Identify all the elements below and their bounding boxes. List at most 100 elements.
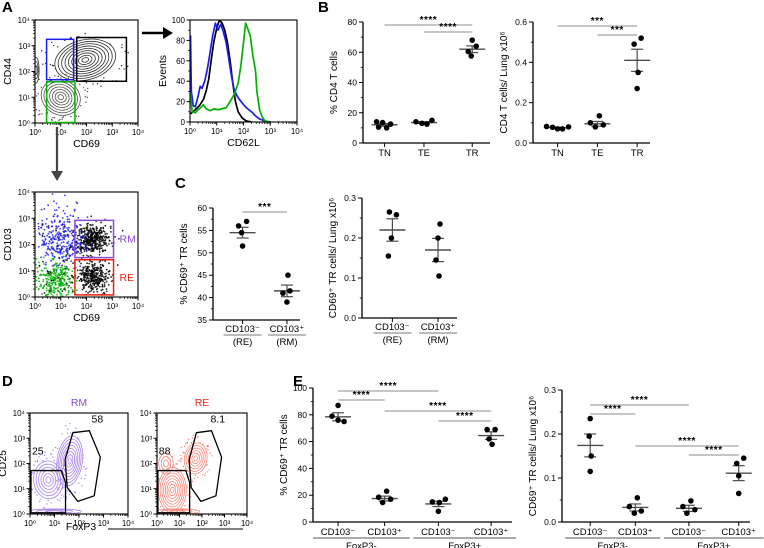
y-axis-label: CD44 <box>2 58 14 85</box>
flow-dot <box>75 240 78 243</box>
flow-dot <box>72 252 74 255</box>
flow-dot <box>76 226 78 229</box>
category-sublabel: (RM) <box>276 337 297 348</box>
flow-dot <box>117 237 120 240</box>
flow-dot <box>70 242 73 245</box>
rm-gate-label: RM <box>120 233 136 245</box>
flow-dot <box>87 238 90 241</box>
svg-text:40: 40 <box>176 77 185 86</box>
flow-dot <box>102 278 104 281</box>
flow-dot <box>91 287 94 290</box>
data-point <box>285 272 291 278</box>
significance-stars: **** <box>429 401 447 412</box>
flow-dot <box>72 246 75 249</box>
flow-dot <box>38 109 41 112</box>
flow-dot <box>105 290 108 293</box>
data-point <box>484 426 490 433</box>
plot-data-area <box>190 20 271 122</box>
flow-dot <box>62 250 65 253</box>
flow-dot <box>87 255 90 258</box>
svg-text:0.2: 0.2 <box>515 98 527 108</box>
flow-dot <box>66 242 69 245</box>
flow-dot <box>62 277 64 280</box>
flow-dot <box>84 474 87 476</box>
svg-text:10²: 10² <box>73 519 85 528</box>
flow-dot <box>80 269 83 272</box>
flow-dot <box>79 223 81 226</box>
flow-dot <box>61 252 64 255</box>
flow-dot <box>75 427 77 430</box>
data-point <box>626 503 633 510</box>
flow-dot <box>53 276 56 279</box>
flow-dot <box>67 236 70 238</box>
data-point <box>565 124 572 130</box>
flow-dot <box>80 262 82 265</box>
flow-dot <box>62 245 65 248</box>
data-point <box>379 499 386 506</box>
flow-dot <box>55 229 57 232</box>
flow-dot <box>63 288 65 291</box>
data-point <box>433 257 439 263</box>
flow-dot <box>41 239 44 242</box>
flow-dot <box>76 437 78 440</box>
flow-dot <box>92 274 95 276</box>
flow-dot <box>52 230 54 232</box>
svg-text:10⁰: 10⁰ <box>18 293 30 302</box>
flow-dot <box>53 44 55 47</box>
flow-dot <box>94 238 97 240</box>
flow-dot <box>176 463 178 465</box>
flow-dot <box>50 273 53 276</box>
flow-dot <box>86 96 89 99</box>
flow-dot <box>53 249 56 252</box>
data-point <box>429 117 435 124</box>
flow-dot <box>206 471 209 473</box>
flow-dot <box>45 218 48 220</box>
flow-dot <box>38 232 41 235</box>
flow-dot <box>105 268 108 271</box>
contour-ring <box>193 455 199 462</box>
contour-ring <box>57 94 64 101</box>
data-point <box>419 120 425 127</box>
flow-dot <box>82 87 85 89</box>
x-axis-label: CD69 <box>73 312 100 324</box>
data-point <box>469 37 476 43</box>
data-point <box>543 123 550 130</box>
flow-dot <box>92 287 95 289</box>
flow-dot <box>75 289 78 292</box>
flow-dot <box>184 505 186 507</box>
flow-dot <box>90 238 92 240</box>
flow-dot <box>88 268 91 271</box>
flow-dot <box>67 428 69 430</box>
flow-dot <box>62 241 65 243</box>
flow-dot <box>45 283 48 286</box>
contour-ring <box>43 473 54 487</box>
flow-dot <box>50 242 53 244</box>
svg-text:10²: 10² <box>18 241 30 250</box>
flow-dot <box>59 251 62 253</box>
flow-dot <box>82 268 85 271</box>
flow-dot <box>89 227 92 230</box>
flow-dot <box>59 234 62 236</box>
histogram-cd62l: 10⁰ 10¹ 10² 10³ 10⁴ 0 20 40 60 80 100 CD62L Events <box>157 16 304 149</box>
flow-dot <box>39 273 42 276</box>
flow-dot <box>89 223 92 226</box>
flow-dot <box>83 230 86 232</box>
flow-dot <box>66 284 68 287</box>
flow-dot <box>99 266 102 268</box>
flow-dot <box>48 281 51 284</box>
flow-dot <box>85 267 88 270</box>
flow-dot <box>68 278 71 281</box>
svg-text:10¹: 10¹ <box>13 485 25 494</box>
flow-dot <box>62 464 64 466</box>
flow-dot <box>101 239 104 242</box>
flow-dot <box>187 438 190 441</box>
flow-dot <box>57 46 59 48</box>
svg-text:10⁰: 10⁰ <box>29 128 41 137</box>
flow-dot <box>51 277 54 279</box>
flow-dot <box>54 68 57 70</box>
flow-dot <box>48 291 50 294</box>
flow-dot <box>43 292 46 294</box>
contour-ring <box>74 52 96 68</box>
data-point <box>442 496 449 503</box>
